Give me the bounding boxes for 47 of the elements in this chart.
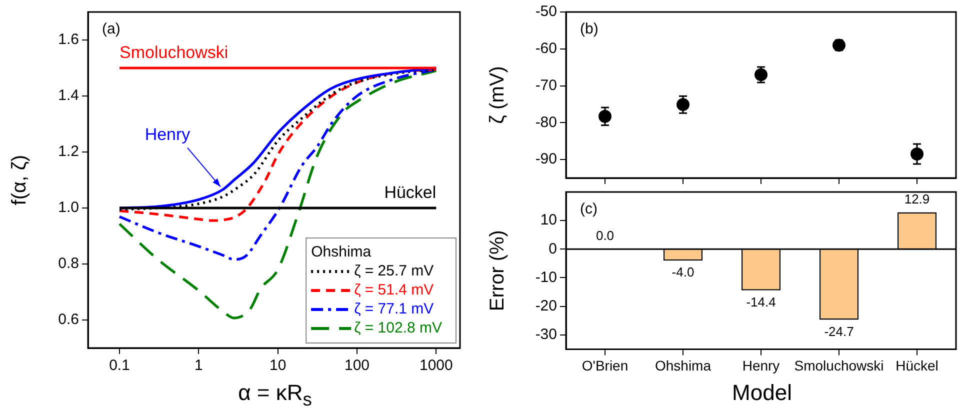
- y-tick-label: 1.0: [58, 199, 79, 216]
- annotation: (a): [102, 20, 120, 38]
- data-label: 12.9: [904, 191, 930, 206]
- x-axis-title: Model: [731, 380, 793, 406]
- annotation: Hückel: [384, 183, 436, 202]
- legend-title: Ohshima: [311, 244, 372, 261]
- y-tick-label: 0.6: [58, 311, 79, 328]
- legend-label: ζ = 25.7 mV: [354, 262, 434, 280]
- data-label: -4.0: [672, 264, 694, 280]
- x-tick-label: 1: [194, 357, 203, 374]
- x-tick-label: Ohshima: [654, 357, 712, 374]
- y-axis-title: ζ (mV): [486, 66, 509, 124]
- y-axis-title: Error (%): [486, 230, 509, 312]
- x-tick-label: Hückel: [896, 357, 938, 374]
- legend-label: ζ = 102.8 mV: [354, 320, 442, 337]
- x-tick-label: 1000: [419, 357, 453, 374]
- y-tick-label: -30: [535, 326, 557, 344]
- data-label: -14.4: [746, 294, 776, 310]
- y-axis-title: f(α, ζ): [8, 154, 31, 206]
- annotation: Henry: [144, 124, 191, 144]
- y-tick-label: -50: [535, 3, 557, 20]
- annotation: (c): [580, 200, 598, 218]
- y-tick-label: -10: [535, 268, 557, 286]
- y-tick-label: -60: [535, 40, 557, 58]
- y-tick-label: 0: [548, 240, 557, 258]
- x-tick-label: 0.1: [109, 357, 130, 374]
- y-tick-label: 1.2: [58, 143, 79, 160]
- data-label: 0.0: [596, 228, 614, 244]
- x-tick-label: Henry: [742, 357, 780, 374]
- y-tick-label: -70: [535, 76, 557, 94]
- x-axis-title: α = κR$_{s}$: [237, 380, 313, 410]
- annotation: (b): [580, 20, 598, 38]
- y-tick-label: 1.4: [58, 87, 79, 104]
- y-tick-label: -20: [535, 297, 557, 314]
- x-tick-label: Smoluchowski: [794, 357, 884, 374]
- y-tick-label: -90: [535, 150, 557, 168]
- y-tick-label: 0.8: [58, 255, 79, 272]
- x-tick-label: 10: [269, 357, 286, 374]
- legend-label: ζ = 77.1 mV: [354, 300, 434, 318]
- data-label: -24.7: [824, 324, 854, 339]
- y-tick-label: 1.6: [58, 31, 79, 48]
- legend-label: ζ = 51.4 mV: [354, 282, 434, 299]
- y-tick-label: 10: [540, 212, 557, 229]
- y-tick-label: -80: [535, 114, 557, 131]
- annotation: Smoluchowski: [120, 43, 228, 62]
- x-tick-label: 100: [344, 357, 370, 374]
- x-tick-label: O'Brien: [582, 357, 628, 374]
